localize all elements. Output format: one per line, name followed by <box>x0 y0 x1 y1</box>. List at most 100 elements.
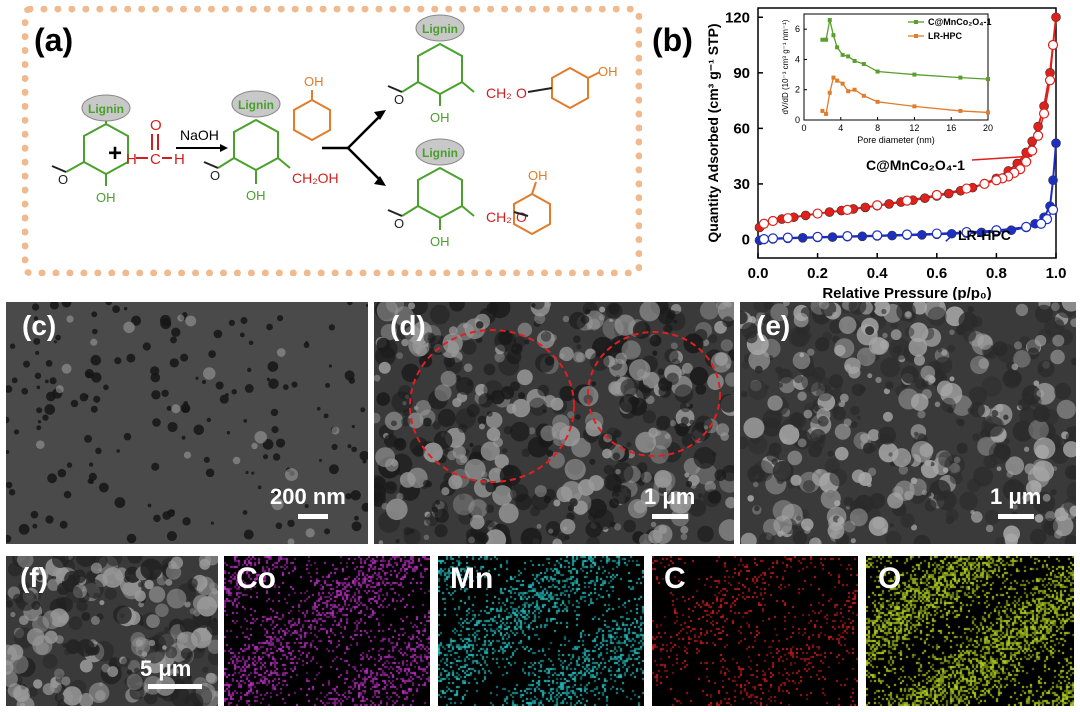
series-1-des-point-12 <box>767 233 779 244</box>
inset-series-0-point-5 <box>840 52 845 57</box>
y-tick-label-1: 30 <box>733 176 750 193</box>
panel-label-e: (e) <box>756 310 791 341</box>
guaiacyl-ring-3 <box>417 42 463 96</box>
inset-x-tick-label-0: 0 <box>801 123 806 133</box>
ch2-link-1: CH₂ <box>486 85 512 101</box>
inset-x-tick-label-1: 4 <box>838 123 843 133</box>
inset-y-tick-label-3: 6 <box>795 24 800 34</box>
x-tick-label-3: 0.6 <box>926 265 947 282</box>
series-0-des-point-1 <box>1044 75 1056 86</box>
series-0-ads-point-30 <box>1051 12 1061 23</box>
lignin-blob-3 <box>415 14 465 42</box>
inset-series-0-point-1 <box>824 37 829 42</box>
inset-legend-marker-1 <box>914 34 918 38</box>
series-1-des-point-8 <box>872 230 883 241</box>
inset-series-1-point-3 <box>831 75 836 80</box>
series-1-des-point-9 <box>842 231 853 242</box>
inset-series-1-point-0 <box>820 108 825 113</box>
series-1-des-point-0 <box>1047 204 1059 215</box>
inset-series-1-point-7 <box>852 87 857 92</box>
methoxy-o-4: O <box>394 216 404 231</box>
plot-frame <box>757 7 1057 259</box>
series-1-ads-point-8 <box>857 231 868 242</box>
lignin-text-3: Lignin <box>422 22 458 36</box>
lignin-blob-2 <box>231 90 281 118</box>
inset-series-1-point-2 <box>827 90 832 95</box>
series-0-ads-point-10 <box>860 202 871 213</box>
inset-series-0-point-4 <box>835 45 840 50</box>
series-0-des-point-14 <box>901 195 913 206</box>
series-0-ads-point-12 <box>884 199 894 209</box>
inset-y-tick-label-0: 0 <box>795 115 800 125</box>
inset-series-0-point-0 <box>820 37 825 42</box>
x-tick-label-4: 0.8 <box>986 265 1007 282</box>
inset-series-1-point-1 <box>824 111 829 116</box>
series-0-ads-point-7 <box>824 207 835 217</box>
panel-label-f: (f) <box>20 562 48 593</box>
scale-text-d: 1 μm <box>644 484 696 509</box>
series-1-des-point-7 <box>901 229 913 240</box>
series-1-des-point-2 <box>1036 218 1047 229</box>
inset-series-0-point-2 <box>827 18 832 23</box>
series-0-ads-point-15 <box>920 193 930 203</box>
lignin-text-2: Lignin <box>238 98 274 112</box>
scale-text-e: 1 μm <box>990 484 1042 509</box>
sem-image-f: (f) 5 μm <box>6 556 218 706</box>
series-0-des-point-13 <box>931 189 942 201</box>
series-0-des-point-0 <box>1047 39 1059 51</box>
inset-series-1-point-6 <box>846 89 851 94</box>
panel-label-a: (a) <box>34 22 74 58</box>
annotation-arrow-blue <box>945 233 955 242</box>
phenol-ring <box>293 98 331 142</box>
panel-label-d: (d) <box>390 310 426 341</box>
scale-text-f: 5 μm <box>140 656 192 681</box>
highlight-circle-2 <box>587 331 721 457</box>
inset-series-0-point-3 <box>831 33 836 38</box>
series-1-ads-point-18 <box>1006 225 1017 236</box>
series-1-des-point-6 <box>931 228 942 239</box>
x-tick-label-2: 0.4 <box>867 265 889 282</box>
series-0-des-point-2 <box>1038 108 1050 119</box>
series-1-ads-point-12 <box>917 230 927 240</box>
series-1-des-point-5 <box>961 226 972 238</box>
inset-series-1-point-12 <box>986 110 990 115</box>
inset-x-tick-label-3: 12 <box>909 123 919 133</box>
series-1-des-point-13 <box>758 234 770 245</box>
y-tick-label-2: 60 <box>733 120 750 137</box>
inset-series-0-point-9 <box>875 69 880 74</box>
inset-series-0-point-8 <box>861 61 866 66</box>
annotation-lr-hpc: LR-HPC <box>958 227 1011 243</box>
series-0-des-point-5 <box>1021 156 1032 167</box>
plus-sign: + <box>108 140 122 167</box>
sem-image-e: (e) 1 μm <box>740 302 1076 544</box>
para-phenol-ring <box>551 66 589 110</box>
y-axis-label: Quantity Adsorbed (cm³ g⁻¹ STP) <box>705 23 721 242</box>
para-oh: OH <box>598 64 618 79</box>
series-0-des-point-11 <box>979 178 990 190</box>
series-1-ads-point-16 <box>976 227 987 238</box>
inset-y-tick-label-2: 4 <box>795 54 800 64</box>
inset-series-1-point-9 <box>875 99 880 104</box>
sem-texture-f <box>6 556 218 706</box>
series-0-des-point-15 <box>872 200 883 211</box>
oh-3: OH <box>430 110 450 125</box>
o-link-1: O <box>516 85 527 101</box>
panel-label-b: (b) <box>652 22 693 58</box>
eds-label-o: O <box>878 562 902 595</box>
x-tick-label-5: 1.0 <box>1046 265 1067 282</box>
series-1-ads-point-10 <box>887 230 897 241</box>
series-0-des-point-3 <box>1033 130 1044 141</box>
formaldehyde-h1: H <box>126 151 137 168</box>
panel-label-c: (c) <box>22 310 57 341</box>
series-0-des-point-20 <box>758 218 770 229</box>
scale-bar-f <box>148 684 202 689</box>
y-tick-label-3: 90 <box>733 65 750 82</box>
series-0-ads-point-17 <box>943 188 954 199</box>
annotation-arrow-red <box>971 155 1033 161</box>
lignin-text-1: Lignin <box>88 102 124 116</box>
scale-bar-e <box>998 514 1034 519</box>
inset-series-0-point-12 <box>986 77 990 82</box>
sem-image-d: (d) 1 μm <box>374 302 734 544</box>
series-0-des-point-16 <box>842 204 853 215</box>
